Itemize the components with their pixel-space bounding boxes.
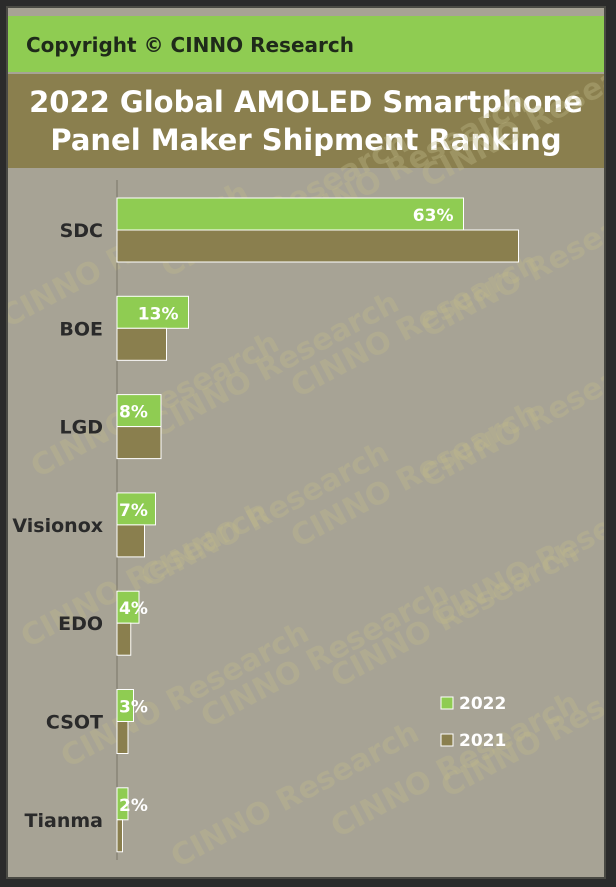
bar-2021-tianma	[116, 819, 123, 853]
category-label-sdc: SDC	[60, 220, 103, 242]
copyright-bar: Copyright © CINNO Research	[8, 16, 604, 72]
legend-swatch-2021	[440, 733, 454, 747]
data-label-visionox: 7%	[119, 501, 148, 521]
category-label-lgd: LGD	[60, 417, 103, 439]
data-label-tianma: 2%	[119, 796, 148, 816]
chart-title-line-2: Panel Maker Shipment Ranking	[50, 123, 562, 157]
data-label-edo: 4%	[119, 599, 148, 619]
bar-2022-sdc	[116, 197, 464, 231]
bar-2021-visionox	[116, 524, 145, 558]
copyright-text: Copyright © CINNO Research	[26, 33, 354, 57]
watermark-text-11: CINNO Research	[415, 335, 604, 495]
legend-label-2021: 2021	[459, 731, 506, 751]
legend-swatch-2022	[440, 696, 454, 710]
watermark-text-3: CINNO Research	[415, 35, 604, 195]
category-label-tianma: Tianma	[25, 810, 103, 832]
data-label-lgd: 8%	[119, 403, 148, 423]
bar-2021-boe	[116, 327, 167, 361]
bar-2021-sdc	[116, 229, 519, 263]
category-label-edo: EDO	[58, 613, 103, 635]
legend-label-2022: 2022	[459, 694, 506, 714]
chart-title-line-1: 2022 Global AMOLED Smartphone	[29, 85, 583, 119]
watermark-text-15: CINNO Research	[425, 475, 604, 635]
title-box: 2022 Global AMOLED Smartphone Panel Make…	[8, 74, 604, 168]
bar-2021-lgd	[116, 426, 162, 460]
data-label-csot: 3%	[119, 698, 148, 718]
chart-frame: Copyright © CINNO Research 2022 Global A…	[6, 6, 606, 879]
bar-2021-edo	[116, 622, 132, 656]
data-label-sdc: 63%	[413, 206, 454, 226]
bar-2021-csot	[116, 721, 129, 754]
category-label-visionox: Visionox	[12, 515, 103, 537]
category-label-boe: BOE	[59, 318, 103, 340]
data-label-boe: 13%	[138, 304, 179, 324]
category-label-csot: CSOT	[46, 712, 103, 734]
